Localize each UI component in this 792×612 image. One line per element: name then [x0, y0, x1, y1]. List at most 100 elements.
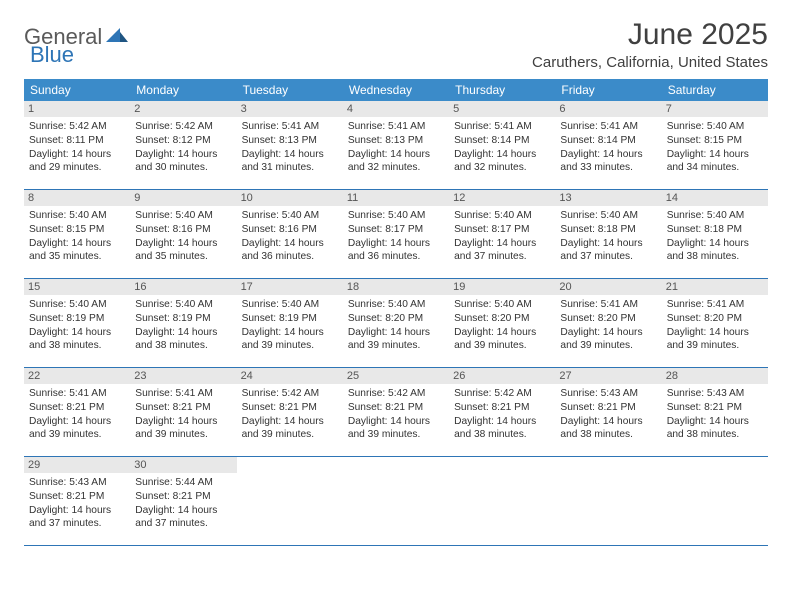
sunrise-line: Sunrise: 5:40 AM [667, 120, 763, 134]
daylight-line: Daylight: 14 hours and 39 minutes. [560, 326, 656, 354]
sunset-line: Sunset: 8:21 PM [29, 490, 125, 504]
sunset-line: Sunset: 8:15 PM [29, 223, 125, 237]
day-number: 16 [130, 279, 236, 295]
daylight-line: Daylight: 14 hours and 34 minutes. [667, 148, 763, 176]
sunset-line: Sunset: 8:19 PM [135, 312, 231, 326]
week-row: 22Sunrise: 5:41 AMSunset: 8:21 PMDayligh… [24, 368, 768, 457]
month-title: June 2025 [532, 18, 768, 52]
sunrise-line: Sunrise: 5:43 AM [560, 387, 656, 401]
day-cell: 12Sunrise: 5:40 AMSunset: 8:17 PMDayligh… [449, 190, 555, 278]
weekday-header: Monday [130, 79, 236, 101]
daylight-line: Daylight: 14 hours and 38 minutes. [560, 415, 656, 443]
sunrise-line: Sunrise: 5:40 AM [348, 209, 444, 223]
sunset-line: Sunset: 8:21 PM [454, 401, 550, 415]
day-cell: 11 Sunrise: 5:40 AMSunset: 8:17 PMDayligh… [343, 190, 449, 278]
day-cell: 29Sunrise: 5:43 AMSunset: 8:21 PMDayligh… [24, 457, 130, 545]
sunrise-line: Sunrise: 5:40 AM [560, 209, 656, 223]
day-cell: 24Sunrise: 5:42 AMSunset: 8:21 PMDayligh… [237, 368, 343, 456]
day-cell: 15 Sunrise: 5:40 AMSunset: 8:19 PMDayligh… [24, 279, 130, 367]
daylight-line: Daylight: 14 hours and 35 minutes. [135, 237, 231, 265]
daylight-line: Daylight: 14 hours and 32 minutes. [348, 148, 444, 176]
sunrise-line: Sunrise: 5:42 AM [135, 120, 231, 134]
daylight-line: Daylight: 14 hours and 38 minutes. [29, 326, 125, 354]
sunset-line: Sunset: 8:20 PM [560, 312, 656, 326]
sunset-line: Sunset: 8:13 PM [348, 134, 444, 148]
daylight-line: Daylight: 14 hours and 39 minutes. [348, 326, 444, 354]
sunrise-line: Sunrise: 5:43 AM [667, 387, 763, 401]
sunrise-line: Sunrise: 5:40 AM [242, 209, 338, 223]
daylight-line: Daylight: 14 hours and 36 minutes. [348, 237, 444, 265]
day-number: 6 [555, 101, 661, 117]
sunrise-line: Sunrise: 5:42 AM [348, 387, 444, 401]
day-cell: 22Sunrise: 5:41 AMSunset: 8:21 PMDayligh… [24, 368, 130, 456]
day-number: 22 [24, 368, 130, 384]
location-text: Caruthers, California, United States [532, 54, 768, 71]
day-number: 17 [237, 279, 343, 295]
daylight-line: Daylight: 14 hours and 39 minutes. [29, 415, 125, 443]
day-number: 20 [555, 279, 661, 295]
day-number: 1 [24, 101, 130, 117]
daylight-line: Daylight: 14 hours and 33 minutes. [560, 148, 656, 176]
sunrise-line: Sunrise: 5:41 AM [454, 120, 550, 134]
sunset-line: Sunset: 8:17 PM [348, 223, 444, 237]
calendar-page: General June 2025 Caruthers, California,… [0, 0, 792, 564]
weekday-header: Saturday [662, 79, 768, 101]
day-number: 7 [662, 101, 768, 117]
sunset-line: Sunset: 8:21 PM [242, 401, 338, 415]
sunrise-line: Sunrise: 5:40 AM [454, 298, 550, 312]
day-cell: 10Sunrise: 5:40 AMSunset: 8:16 PMDayligh… [237, 190, 343, 278]
sunset-line: Sunset: 8:21 PM [667, 401, 763, 415]
sunset-line: Sunset: 8:21 PM [135, 401, 231, 415]
empty-cell [237, 457, 343, 545]
sunset-line: Sunset: 8:19 PM [29, 312, 125, 326]
day-cell: 26Sunrise: 5:42 AMSunset: 8:21 PMDayligh… [449, 368, 555, 456]
day-cell: 18Sunrise: 5:40 AMSunset: 8:20 PMDayligh… [343, 279, 449, 367]
day-number: 11 [343, 190, 449, 206]
sunrise-line: Sunrise: 5:42 AM [242, 387, 338, 401]
day-cell: 17Sunrise: 5:40 AMSunset: 8:19 PMDayligh… [237, 279, 343, 367]
empty-cell [449, 457, 555, 545]
day-cell: 23Sunrise: 5:41 AMSunset: 8:21 PMDayligh… [130, 368, 236, 456]
sunrise-line: Sunrise: 5:40 AM [29, 298, 125, 312]
day-cell: 4Sunrise: 5:41 AMSunset: 8:13 PMDaylight… [343, 101, 449, 189]
day-number: 21 [662, 279, 768, 295]
day-cell: 25Sunrise: 5:42 AMSunset: 8:21 PMDayligh… [343, 368, 449, 456]
daylight-line: Daylight: 14 hours and 38 minutes. [667, 415, 763, 443]
sunset-line: Sunset: 8:20 PM [667, 312, 763, 326]
empty-cell [343, 457, 449, 545]
weekday-header: Thursday [449, 79, 555, 101]
day-cell: 21Sunrise: 5:41 AMSunset: 8:20 PMDayligh… [662, 279, 768, 367]
daylight-line: Daylight: 14 hours and 32 minutes. [454, 148, 550, 176]
week-row: 1 Sunrise: 5:42 AM Sunset: 8:11 PM Daylight… [24, 101, 768, 190]
day-cell: 20Sunrise: 5:41 AMSunset: 8:20 PMDayligh… [555, 279, 661, 367]
sunset-line: Sunset: 8:13 PM [242, 134, 338, 148]
day-cell: 5Sunrise: 5:41 AMSunset: 8:14 PMDaylight… [449, 101, 555, 189]
sunrise-line: Sunrise: 5:41 AM [242, 120, 338, 134]
daylight-line: Daylight: 14 hours and 38 minutes. [667, 237, 763, 265]
sunrise-line: Sunrise: 5:40 AM [29, 209, 125, 223]
daylight-line: Daylight: 14 hours and 37 minutes. [135, 504, 231, 532]
day-number: 15 [24, 279, 130, 295]
sunrise-line: Sunrise: 5:40 AM [242, 298, 338, 312]
empty-cell [662, 457, 768, 545]
daylight-line: Daylight: 14 hours and 39 minutes. [242, 326, 338, 354]
sunset-line: Sunset: 8:11 PM [29, 134, 125, 148]
sunrise-line: Sunrise: 5:40 AM [667, 209, 763, 223]
weekday-header: Friday [555, 79, 661, 101]
daylight-line: Daylight: 14 hours and 38 minutes. [454, 415, 550, 443]
sunrise-line: Sunrise: 5:40 AM [135, 298, 231, 312]
day-number: 12 [449, 190, 555, 206]
sunset-line: Sunset: 8:21 PM [135, 490, 231, 504]
daylight-line: Daylight: 14 hours and 36 minutes. [242, 237, 338, 265]
sunrise-line: Sunrise: 5:44 AM [135, 476, 231, 490]
day-number: 8 [24, 190, 130, 206]
day-cell: 30Sunrise: 5:44 AMSunset: 8:21 PMDayligh… [130, 457, 236, 545]
day-number: 29 [24, 457, 130, 473]
sunset-line: Sunset: 8:14 PM [454, 134, 550, 148]
sunrise-line: Sunrise: 5:43 AM [29, 476, 125, 490]
day-number: 13 [555, 190, 661, 206]
day-number: 14 [662, 190, 768, 206]
sunset-line: Sunset: 8:21 PM [29, 401, 125, 415]
daylight-line: Daylight: 14 hours and 35 minutes. [29, 237, 125, 265]
weekday-header-row: SundayMondayTuesdayWednesdayThursdayFrid… [24, 79, 768, 101]
